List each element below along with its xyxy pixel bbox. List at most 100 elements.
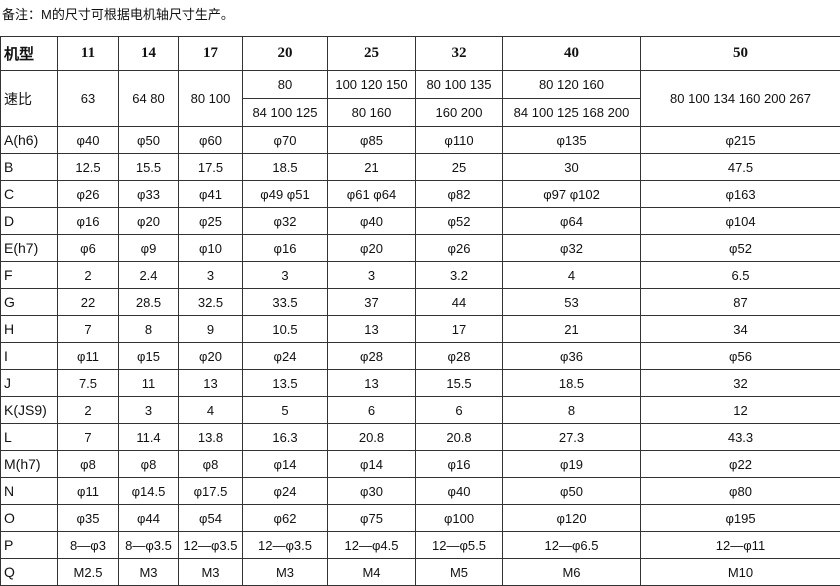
table-cell: 机型	[1, 37, 58, 71]
table-cell: 8—φ3	[58, 532, 119, 559]
table-cell: φ120	[503, 505, 641, 532]
table-cell: φ22	[641, 451, 840, 478]
table-cell: 12	[641, 397, 840, 424]
table-cell: φ50	[503, 478, 641, 505]
table-cell: 3	[328, 262, 416, 289]
table-cell: φ110	[416, 127, 503, 154]
table-cell: φ20	[179, 343, 243, 370]
table-cell: 27.3	[503, 424, 641, 451]
table-cell: φ52	[416, 208, 503, 235]
table-cell: K(JS9)	[1, 397, 58, 424]
table-cell: φ28	[416, 343, 503, 370]
table-cell: 16.3	[243, 424, 328, 451]
table-cell: φ26	[58, 181, 119, 208]
table-cell: φ16	[416, 451, 503, 478]
table-cell: 32	[641, 370, 840, 397]
table-cell: φ10	[179, 235, 243, 262]
table-cell: 4	[503, 262, 641, 289]
table-cell: φ41	[179, 181, 243, 208]
table-cell: 87	[641, 289, 840, 316]
table-cell: φ16	[243, 235, 328, 262]
table-cell: M(h7)	[1, 451, 58, 478]
table-cell: 80 100	[179, 71, 243, 127]
table-cell: M4	[328, 559, 416, 586]
table-cell: φ16	[58, 208, 119, 235]
table-cell: B	[1, 154, 58, 181]
table-cell: φ24	[243, 478, 328, 505]
table-cell: 64 80	[119, 71, 179, 127]
table-cell: φ80	[641, 478, 840, 505]
table-cell: D	[1, 208, 58, 235]
table-cell: φ195	[641, 505, 840, 532]
table-cell: φ75	[328, 505, 416, 532]
table-cell: φ28	[328, 343, 416, 370]
table-cell: O	[1, 505, 58, 532]
table-cell: φ8	[58, 451, 119, 478]
table-cell: M3	[179, 559, 243, 586]
table-cell: 15.5	[416, 370, 503, 397]
table-cell: 3	[179, 262, 243, 289]
table-cell: 7	[58, 424, 119, 451]
table-cell: M2.5	[58, 559, 119, 586]
table-cell: 18.5	[243, 154, 328, 181]
table-cell: 37	[328, 289, 416, 316]
table-cell: 34	[641, 316, 840, 343]
table-cell: I	[1, 343, 58, 370]
table-cell: 80	[243, 71, 328, 99]
table-cell: φ11	[58, 343, 119, 370]
table-cell: φ61 φ64	[328, 181, 416, 208]
table-cell: J	[1, 370, 58, 397]
table-cell: 32	[416, 37, 503, 71]
table-cell: 5	[243, 397, 328, 424]
table-cell: φ97 φ102	[503, 181, 641, 208]
table-cell: 8	[119, 316, 179, 343]
table-cell: 12—φ3.5	[179, 532, 243, 559]
table-cell: 12—φ3.5	[243, 532, 328, 559]
table-cell: φ62	[243, 505, 328, 532]
table-cell: 10.5	[243, 316, 328, 343]
table-cell: 2.4	[119, 262, 179, 289]
table-cell: 12—φ4.5	[328, 532, 416, 559]
table-cell: φ70	[243, 127, 328, 154]
table-cell: 160 200	[416, 99, 503, 127]
table-cell: 50	[641, 37, 840, 71]
table-cell: 80 100 134 160 200 267	[641, 71, 840, 127]
table-cell: P	[1, 532, 58, 559]
table-cell: φ8	[179, 451, 243, 478]
table-cell: φ25	[179, 208, 243, 235]
table-cell: N	[1, 478, 58, 505]
table-cell: φ24	[243, 343, 328, 370]
note: 备注：M的尺寸可根据电机轴尺寸生产。	[2, 4, 234, 23]
table-cell: E(h7)	[1, 235, 58, 262]
table-cell: M3	[243, 559, 328, 586]
table-cell: 2	[58, 397, 119, 424]
table-cell: φ135	[503, 127, 641, 154]
table-cell: 8	[503, 397, 641, 424]
table-cell: 84 100 125 168 200	[503, 99, 641, 127]
table-cell: φ14	[328, 451, 416, 478]
table-cell: φ6	[58, 235, 119, 262]
table-cell: 14	[119, 37, 179, 71]
table-cell: φ8	[119, 451, 179, 478]
table-cell: φ163	[641, 181, 840, 208]
table-cell: 11	[58, 37, 119, 71]
table-cell: 25	[416, 154, 503, 181]
table-cell: φ49 φ51	[243, 181, 328, 208]
table-cell: φ50	[119, 127, 179, 154]
table-cell: 13	[179, 370, 243, 397]
table-cell: 53	[503, 289, 641, 316]
table-cell: 12—φ11	[641, 532, 840, 559]
table-cell: φ14	[243, 451, 328, 478]
table-cell: 80 160	[328, 99, 416, 127]
table-cell: φ19	[503, 451, 641, 478]
table-cell: 63	[58, 71, 119, 127]
